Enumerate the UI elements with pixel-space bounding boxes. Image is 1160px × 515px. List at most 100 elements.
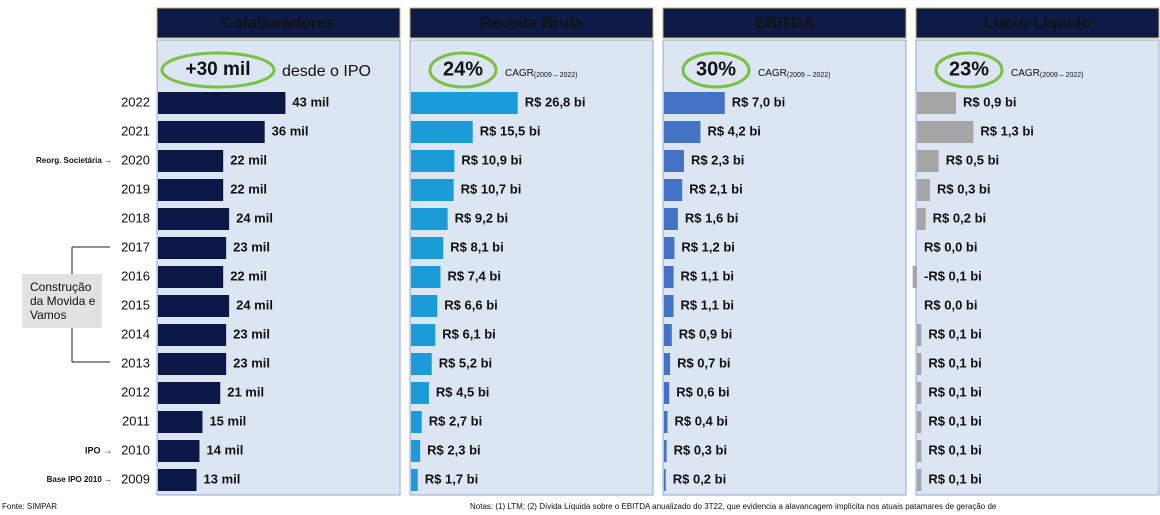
value-label: 22 mil bbox=[230, 152, 267, 167]
value-label: R$ 0,7 bi bbox=[677, 355, 730, 370]
bar bbox=[917, 411, 922, 433]
value-label: 24 mil bbox=[236, 297, 273, 312]
value-label: R$ 2,3 bi bbox=[427, 442, 480, 457]
bar bbox=[158, 266, 224, 288]
value-label: R$ 0,9 bi bbox=[679, 326, 732, 341]
value-label: R$ 0,5 bi bbox=[946, 152, 999, 167]
bar bbox=[664, 295, 674, 317]
value-label: R$ 0,6 bi bbox=[676, 384, 729, 399]
highlight-note-group: CAGR(2009 – 2022) bbox=[758, 68, 831, 79]
bar bbox=[917, 353, 922, 375]
value-label: R$ 0,0 bi bbox=[924, 297, 977, 312]
value-label: R$ 1,1 bi bbox=[681, 297, 734, 312]
bar bbox=[411, 440, 421, 462]
value-label: R$ 5,2 bi bbox=[439, 355, 492, 370]
value-label: R$ 0,1 bi bbox=[928, 355, 981, 370]
bar bbox=[917, 208, 926, 230]
annotation: Vamos bbox=[30, 308, 66, 322]
annotation: Construção bbox=[30, 280, 92, 294]
value-label: R$ 4,2 bi bbox=[707, 123, 760, 138]
value-label: R$ 15,5 bi bbox=[480, 123, 541, 138]
bar bbox=[917, 179, 931, 201]
panel-header bbox=[409, 7, 654, 39]
bar bbox=[664, 121, 701, 143]
bar bbox=[664, 237, 675, 259]
value-label: R$ 0,2 bi bbox=[933, 210, 986, 225]
annotation: Base IPO 2010 → bbox=[47, 475, 112, 484]
bar bbox=[411, 92, 518, 114]
bar bbox=[411, 324, 436, 346]
value-label: 21 mil bbox=[227, 384, 264, 399]
bar bbox=[917, 440, 922, 462]
value-label: 13 mil bbox=[204, 471, 241, 486]
value-label: R$ 7,4 bi bbox=[447, 268, 500, 283]
annotation-box bbox=[22, 274, 102, 328]
bar bbox=[411, 237, 444, 259]
bar bbox=[912, 266, 917, 288]
value-label: R$ 0,1 bi bbox=[928, 442, 981, 457]
value-label: R$ 0,3 bi bbox=[674, 442, 727, 457]
highlight: 23% bbox=[949, 58, 989, 80]
panel-header bbox=[662, 7, 907, 39]
value-label: 23 mil bbox=[233, 239, 270, 254]
value-label: R$ 0,9 bi bbox=[963, 94, 1016, 109]
year-label: 2019 bbox=[121, 181, 150, 196]
highlight: 30% bbox=[696, 58, 736, 80]
highlight-note: CAGR bbox=[505, 68, 534, 79]
value-label: R$ 7,0 bi bbox=[732, 94, 785, 109]
year-label: 2010 bbox=[121, 442, 150, 457]
highlight-note: desde o IPO bbox=[282, 63, 371, 80]
highlight-note-group: CAGR(2009 – 2022) bbox=[1011, 68, 1084, 79]
bar bbox=[158, 324, 227, 346]
value-label: 22 mil bbox=[230, 268, 267, 283]
bar bbox=[664, 469, 666, 491]
bar bbox=[664, 92, 725, 114]
value-label: -R$ 0,1 bi bbox=[924, 268, 982, 283]
value-label: 24 mil bbox=[236, 210, 273, 225]
bar bbox=[917, 92, 957, 114]
value-label: 22 mil bbox=[230, 181, 267, 196]
value-label: 36 mil bbox=[272, 123, 309, 138]
panel-title: Colaboradores bbox=[222, 15, 335, 32]
bar bbox=[158, 440, 200, 462]
year-label: 2018 bbox=[121, 210, 150, 225]
bar bbox=[664, 179, 683, 201]
value-label: R$ 0,0 bi bbox=[924, 239, 977, 254]
bar bbox=[411, 382, 429, 404]
year-label: 2020 bbox=[121, 152, 150, 167]
highlight-ring bbox=[681, 51, 751, 89]
value-label: R$ 26,8 bi bbox=[525, 94, 586, 109]
panel bbox=[915, 39, 1160, 496]
value-label: 23 mil bbox=[233, 326, 270, 341]
value-label: R$ 0,1 bi bbox=[928, 471, 981, 486]
bar bbox=[158, 92, 286, 114]
panel-title: EBITDA bbox=[755, 15, 815, 32]
highlight-period: (2009 – 2022) bbox=[1040, 72, 1084, 79]
bar bbox=[158, 295, 230, 317]
value-label: R$ 1,6 bi bbox=[685, 210, 738, 225]
bar bbox=[664, 440, 667, 462]
bar bbox=[917, 382, 922, 404]
annotation: da Movida e bbox=[30, 294, 96, 308]
bar bbox=[917, 150, 939, 172]
highlight: +30 mil bbox=[186, 59, 251, 80]
bar bbox=[411, 179, 454, 201]
bar bbox=[664, 353, 671, 375]
value-label: R$ 8,1 bi bbox=[450, 239, 503, 254]
value-label: R$ 2,7 bi bbox=[429, 413, 482, 428]
panel-title: Lucro Líquido bbox=[984, 15, 1091, 32]
value-label: 15 mil bbox=[209, 413, 246, 428]
value-label: R$ 0,2 bi bbox=[673, 471, 726, 486]
bar bbox=[411, 121, 473, 143]
year-label: 2022 bbox=[121, 94, 150, 109]
value-label: R$ 0,3 bi bbox=[937, 181, 990, 196]
value-label: R$ 9,2 bi bbox=[455, 210, 508, 225]
year-label: 2016 bbox=[121, 268, 150, 283]
bar bbox=[664, 382, 670, 404]
panel-header bbox=[156, 7, 401, 39]
bar bbox=[917, 469, 922, 491]
value-label: R$ 0,1 bi bbox=[928, 413, 981, 428]
bar bbox=[158, 208, 230, 230]
year-label: 2011 bbox=[122, 413, 150, 428]
